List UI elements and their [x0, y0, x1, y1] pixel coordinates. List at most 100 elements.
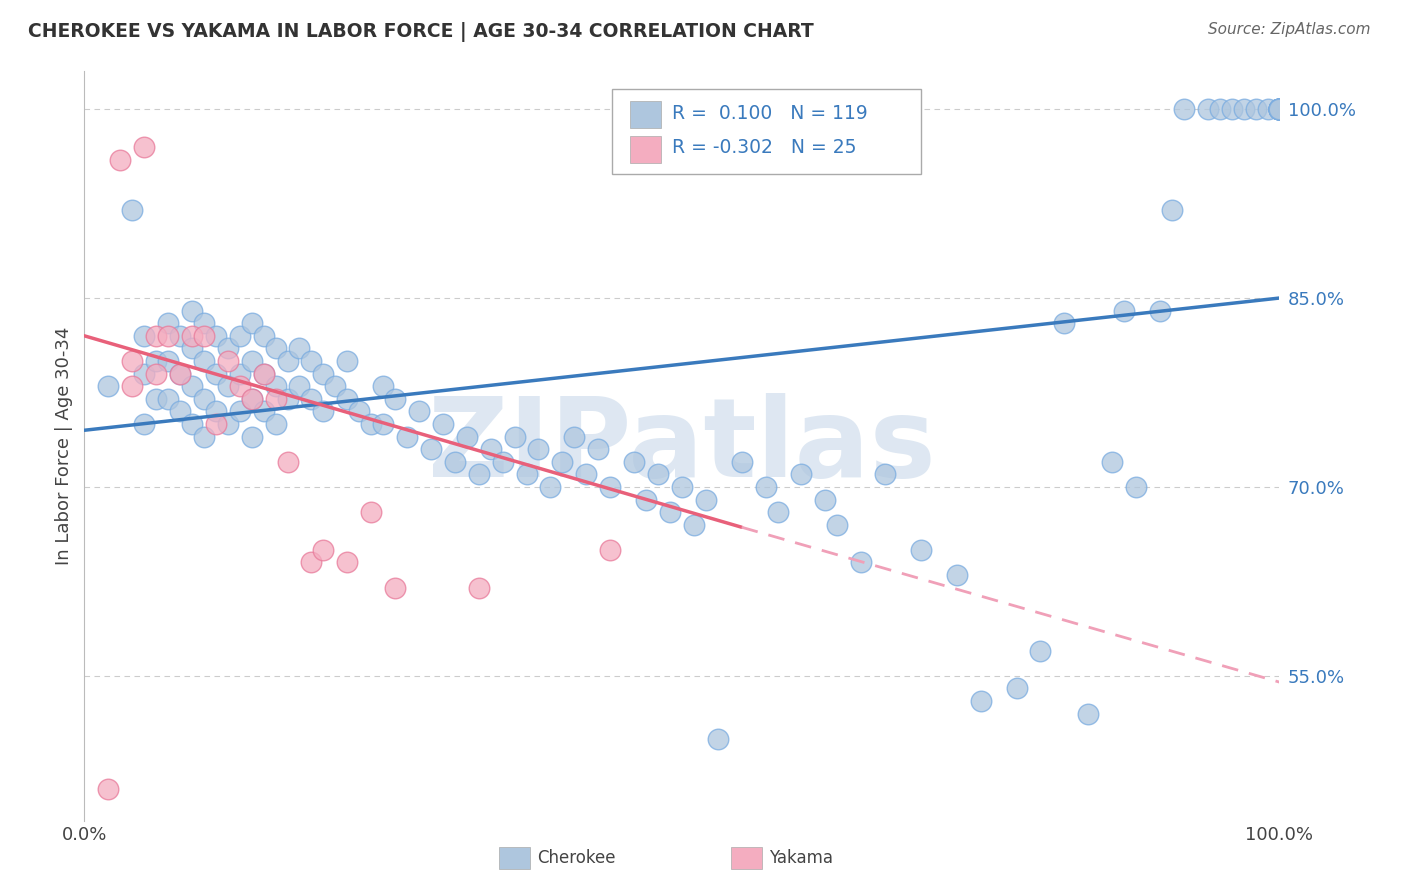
Point	[264, 417, 287, 431]
Point	[1268, 102, 1291, 116]
Point	[253, 404, 276, 418]
Point	[432, 417, 454, 431]
Point	[671, 480, 693, 494]
Point	[1197, 102, 1219, 116]
Point	[301, 354, 323, 368]
Point	[408, 404, 430, 418]
Point	[229, 379, 252, 393]
Point	[1268, 102, 1291, 116]
Point	[1149, 303, 1171, 318]
Point	[253, 367, 276, 381]
Point	[97, 379, 120, 393]
Point	[851, 556, 873, 570]
Point	[217, 417, 239, 431]
Point	[373, 379, 395, 393]
Point	[121, 202, 143, 217]
Point	[121, 379, 143, 393]
Point	[1173, 102, 1195, 116]
Point	[277, 354, 299, 368]
Point	[193, 328, 215, 343]
Point	[264, 342, 287, 356]
Point	[420, 442, 443, 457]
Point	[1161, 202, 1184, 217]
Point	[1220, 102, 1243, 116]
Point	[312, 542, 335, 557]
Point	[1268, 102, 1291, 116]
Point	[181, 342, 204, 356]
Point	[695, 492, 717, 507]
Point	[264, 392, 287, 406]
Point	[588, 442, 610, 457]
Point	[456, 429, 478, 443]
Point	[599, 480, 621, 494]
Point	[384, 392, 406, 406]
Point	[181, 379, 204, 393]
Point	[121, 354, 143, 368]
Point	[1053, 316, 1076, 330]
Point	[277, 392, 299, 406]
Point	[336, 556, 359, 570]
Point	[336, 392, 359, 406]
Point	[145, 392, 167, 406]
Point	[360, 417, 382, 431]
Point	[145, 354, 167, 368]
Point	[193, 429, 215, 443]
Point	[205, 417, 228, 431]
Point	[659, 505, 682, 519]
Point	[181, 328, 204, 343]
Point	[193, 316, 215, 330]
Point	[205, 328, 228, 343]
Point	[1233, 102, 1256, 116]
Point	[516, 467, 538, 482]
Point	[277, 455, 299, 469]
Point	[1257, 102, 1279, 116]
Point	[755, 480, 778, 494]
Point	[336, 354, 359, 368]
Point	[240, 392, 263, 406]
Text: R = -0.302   N = 25: R = -0.302 N = 25	[672, 137, 856, 157]
Point	[444, 455, 467, 469]
Point	[540, 480, 562, 494]
Point	[731, 455, 754, 469]
Point	[240, 429, 263, 443]
Point	[229, 367, 252, 381]
Point	[288, 379, 311, 393]
Point	[647, 467, 669, 482]
Point	[145, 367, 167, 381]
Point	[1268, 102, 1291, 116]
Point	[240, 354, 263, 368]
Point	[349, 404, 371, 418]
Point	[288, 342, 311, 356]
Point	[301, 556, 323, 570]
Point	[1268, 102, 1291, 116]
Point	[205, 367, 228, 381]
Point	[575, 467, 598, 482]
Point	[229, 404, 252, 418]
Point	[360, 505, 382, 519]
Point	[1209, 102, 1232, 116]
Point	[373, 417, 395, 431]
Point	[229, 328, 252, 343]
Point	[217, 342, 239, 356]
Point	[157, 354, 180, 368]
Point	[683, 517, 706, 532]
Point	[301, 392, 323, 406]
Point	[1268, 102, 1291, 116]
Point	[599, 542, 621, 557]
Point	[1268, 102, 1291, 116]
Point	[169, 404, 191, 418]
Point	[636, 492, 658, 507]
Point	[1101, 455, 1123, 469]
Point	[169, 367, 191, 381]
Point	[312, 404, 335, 418]
Point	[157, 328, 180, 343]
Point	[253, 367, 276, 381]
Point	[1005, 681, 1028, 696]
Point	[1268, 102, 1291, 116]
Point	[145, 328, 167, 343]
Point	[193, 392, 215, 406]
Point	[217, 379, 239, 393]
Point	[181, 417, 204, 431]
Point	[240, 392, 263, 406]
Point	[264, 379, 287, 393]
